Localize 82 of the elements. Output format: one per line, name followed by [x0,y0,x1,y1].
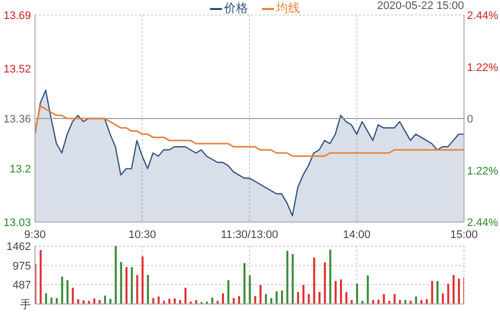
x-tick-label: 9:30 [24,229,46,241]
bar [329,250,332,304]
y2-tick-label: 1.22% [467,165,498,178]
bar [243,263,246,304]
bar [227,280,230,304]
bar [340,279,342,304]
bar [222,293,224,304]
bar [297,292,300,304]
bar [254,296,256,304]
bar [61,276,64,304]
bar [152,298,154,304]
bar [452,275,455,304]
y-tick-label: 13.36 [3,114,31,126]
bar [447,284,450,304]
bar [318,292,321,304]
bar [66,280,68,304]
bar [93,298,96,304]
bar [292,254,294,304]
bar [431,280,434,304]
line-series [35,105,464,157]
y-tick-label: 975 [12,260,31,272]
bar [211,298,214,304]
bar [356,284,358,304]
bar [50,298,52,304]
bar [324,262,326,304]
bar [334,280,337,304]
y-tick-label: 13.2 [10,164,31,176]
bar [174,298,176,304]
chart-subtitle: 2020-05-22 15:00 [377,0,464,12]
bar [158,296,160,304]
bar [40,250,42,304]
y-tick-label: 13.03 [3,217,31,229]
y-tick-label: 13.52 [3,63,31,76]
bar [130,267,133,304]
legend-label: 价格 [223,0,248,17]
bar [184,288,186,304]
bar [114,246,117,304]
bar [378,300,380,304]
y2-tick-label: 2.44% [467,10,498,22]
bar [248,275,251,304]
bar [302,284,304,304]
bar [286,250,288,304]
bar [458,278,460,304]
bar [142,256,144,304]
bar [125,267,128,304]
bar [366,275,369,304]
bar [264,294,267,304]
bar [232,298,235,304]
bar [56,298,58,304]
bar [415,296,418,304]
y2-tick-label: 2.44% [467,217,498,229]
bar [280,290,283,304]
bar [345,292,348,304]
x-tick-label: 11:30/13:00 [220,229,278,241]
bar [394,294,396,304]
bar [442,293,444,304]
bar [120,262,122,304]
bar [238,296,240,304]
legend-label: 均线 [275,0,300,17]
y-tick-label: 1462 [6,241,31,253]
x-tick-label: 10:30 [128,229,156,241]
bar [77,299,80,304]
y2-tick-label: 1.22% [467,62,498,74]
bar [260,284,262,304]
bar [382,294,385,304]
y-tick-label: 手 [20,298,31,311]
bar [270,298,272,304]
bar [276,291,278,304]
bar [313,258,316,304]
bar [45,293,48,304]
bar [308,294,310,304]
y-tick-label: 13.69 [3,10,31,22]
bar [136,275,138,304]
y2-tick-label: 0 [467,114,474,126]
x-tick-label: 14:00 [342,229,371,241]
y-tick-label: 487 [12,280,31,292]
bar [72,288,74,304]
x-tick-label: 15:00 [450,229,478,241]
bar [426,299,428,304]
bar [436,280,439,304]
bar [146,275,149,304]
bar [104,296,106,304]
